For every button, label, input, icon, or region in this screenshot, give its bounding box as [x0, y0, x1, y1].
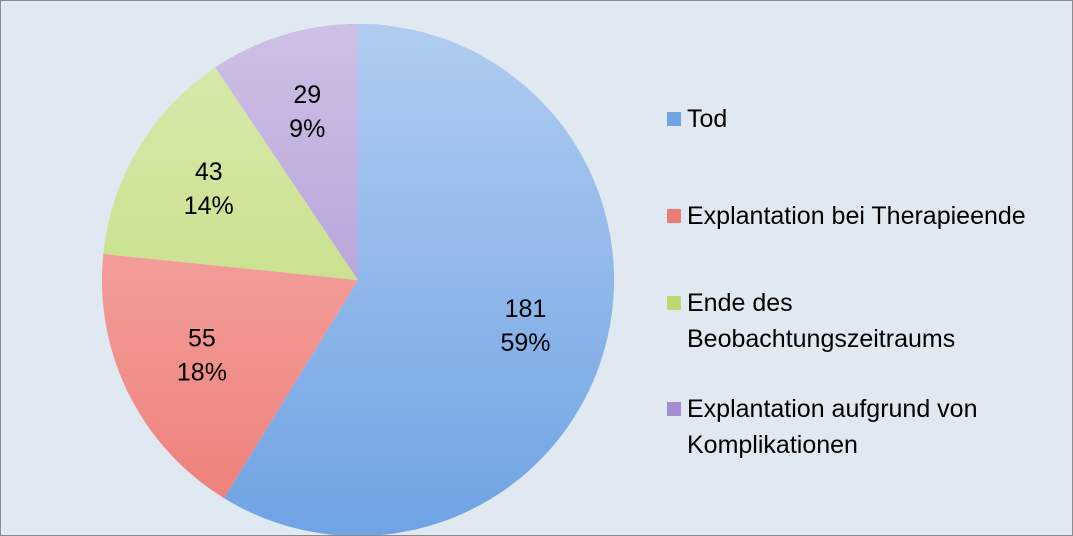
legend-swatch: [667, 112, 681, 126]
legend-swatch: [667, 209, 681, 223]
value-label: 181: [505, 295, 547, 323]
legend-swatch: [667, 402, 681, 416]
percentage-label: 59%: [500, 329, 550, 357]
value-label: 55: [188, 325, 216, 353]
legend-item: Explantation aufgrund von Komplikationen: [667, 391, 1037, 463]
legend-swatch: [667, 296, 681, 310]
legend-label: Explantation aufgrund von Komplikationen: [687, 395, 978, 459]
legend-item: Explantation bei Therapieende: [667, 198, 1037, 234]
percentage-label: 14%: [184, 192, 234, 220]
value-label: 29: [293, 81, 321, 109]
legend-item: Tod: [667, 101, 1037, 137]
value-label: 43: [195, 158, 223, 186]
percentage-label: 9%: [289, 115, 325, 143]
legend-label: Ende des Beobachtungszeitraums: [687, 289, 956, 353]
legend-item: Ende des Beobachtungszeitraums: [667, 285, 1037, 357]
legend-label: Tod: [687, 105, 728, 133]
legend-label: Explantation bei Therapieende: [687, 202, 1026, 230]
percentage-label: 18%: [177, 359, 227, 387]
